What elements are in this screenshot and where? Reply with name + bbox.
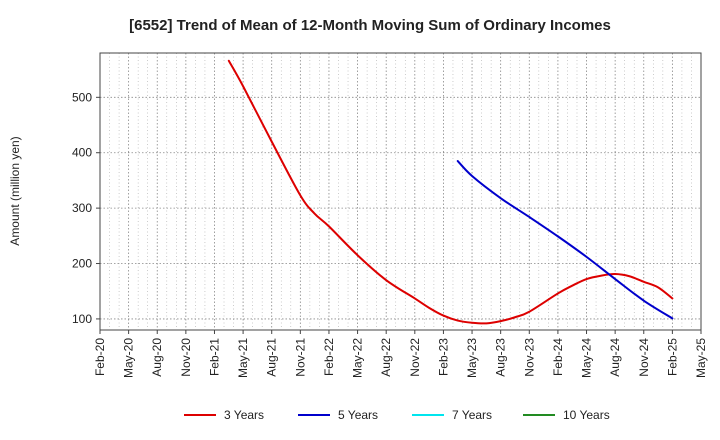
x-tick-label: Aug-21 <box>265 338 279 377</box>
legend-label-10-years: 10 Years <box>563 408 610 422</box>
legend-label-7-years: 7 Years <box>452 408 492 422</box>
y-axis-ticks: 100 200 300 400 500 <box>72 90 100 326</box>
y-tick-label: 100 <box>72 312 92 326</box>
x-tick-label: Feb-20 <box>93 338 107 376</box>
x-tick-label: May-24 <box>580 338 594 378</box>
x-tick-label: Feb-23 <box>436 338 450 376</box>
x-tick-label: May-22 <box>351 338 365 378</box>
legend: 3 Years 5 Years 7 Years 10 Years <box>184 408 610 422</box>
x-tick-label: Nov-21 <box>293 338 307 377</box>
y-tick-label: 400 <box>72 146 92 160</box>
x-tick-label: Nov-22 <box>408 338 422 377</box>
x-tick-label: Nov-24 <box>637 338 651 377</box>
series-line-5-years <box>456 160 674 320</box>
x-tick-label: May-20 <box>122 338 136 378</box>
x-tick-label: May-21 <box>236 338 250 378</box>
series-line-3-years <box>227 59 674 325</box>
y-tick-label: 200 <box>72 257 92 271</box>
x-tick-label: May-25 <box>694 338 708 378</box>
y-tick-label: 300 <box>72 201 92 215</box>
x-tick-label: Aug-23 <box>494 338 508 377</box>
x-tick-label: Aug-20 <box>150 338 164 377</box>
x-axis-ticks: Feb-20 May-20 Aug-20 Nov-20 Feb-21 May-21 Aug-… <box>93 330 708 378</box>
y-axis-label: Amount (million yen) <box>8 136 22 245</box>
chart-title: [6552] Trend of Mean of 12-Month Moving … <box>129 17 611 34</box>
x-tick-label: May-23 <box>465 338 479 378</box>
x-tick-label: Feb-21 <box>207 338 221 376</box>
x-tick-label: Aug-24 <box>608 338 622 377</box>
x-tick-label: Aug-22 <box>379 338 393 377</box>
x-gridlines <box>99 53 702 330</box>
x-tick-label: Nov-20 <box>179 338 193 377</box>
x-tick-label: Feb-25 <box>665 338 679 376</box>
legend-label-5-years: 5 Years <box>338 408 378 422</box>
series-lines <box>227 59 674 325</box>
y-gridlines <box>100 96 701 320</box>
plot-area <box>99 52 702 331</box>
x-tick-label: Feb-24 <box>551 338 565 376</box>
legend-label-3-years: 3 Years <box>224 408 264 422</box>
y-tick-label: 500 <box>72 90 92 104</box>
x-tick-label: Nov-23 <box>522 338 536 377</box>
x-tick-label: Feb-22 <box>322 338 336 376</box>
